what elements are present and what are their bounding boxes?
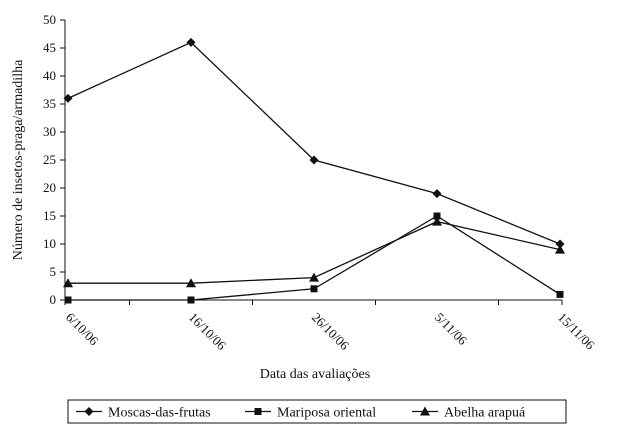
x-axis-title: Data das avaliações: [260, 367, 370, 382]
y-tick-label: 25: [43, 152, 56, 167]
legend-marker: [254, 408, 262, 415]
data-point: [187, 296, 195, 304]
y-axis-title: Número de insetos-praga/armadilha: [11, 59, 26, 260]
legend-marker: [420, 406, 430, 416]
data-point: [433, 212, 441, 220]
data-point: [64, 296, 72, 304]
y-tick-label: 0: [50, 292, 57, 307]
y-tick-label: 15: [43, 208, 56, 223]
y-tick-label: 35: [43, 96, 56, 111]
y-tick-label: 20: [43, 180, 56, 195]
y-tick-label: 30: [43, 124, 56, 139]
y-tick-label: 50: [43, 12, 56, 27]
data-point: [432, 216, 442, 226]
data-point: [63, 93, 73, 103]
data-point: [555, 244, 565, 254]
legend-box: [67, 399, 567, 424]
series-group: [63, 37, 565, 304]
series-line: [67, 41, 561, 245]
x-tick-label: 26/10/06: [309, 310, 353, 354]
y-tick-label: 40: [43, 68, 56, 83]
series-diamond: [63, 37, 565, 249]
legend-label: Abelha arapuá: [444, 406, 526, 421]
y-tick-label: 10: [43, 236, 56, 251]
series-square: [64, 212, 564, 304]
x-tick-label: 15/11/06: [555, 310, 598, 353]
data-point: [556, 290, 564, 298]
data-point: [63, 278, 73, 288]
data-point: [432, 189, 442, 199]
data-point: [186, 278, 196, 288]
legend-marker: [84, 407, 94, 416]
series-triangle: [63, 216, 565, 288]
y-axis: 0 5 10 15 20 25 30 35 40 45 50: [43, 12, 66, 307]
x-tick-label: 6/10/06: [63, 310, 102, 349]
data-point: [309, 155, 319, 165]
legend-label: Moscas-das-frutas: [108, 406, 211, 421]
y-tick-label: 5: [50, 264, 57, 279]
y-tick-label: 45: [43, 40, 56, 55]
x-tick-label: 16/10/06: [186, 310, 230, 354]
data-point: [309, 272, 319, 282]
legend-label: Mariposa oriental: [277, 406, 376, 421]
data-point: [186, 37, 196, 47]
data-point: [555, 239, 565, 249]
x-tick-label: 5/11/06: [432, 310, 471, 349]
x-axis: 6/10/06 16/10/06 26/10/06 5/11/06 15/11/06: [63, 299, 598, 354]
legend: Moscas-das-frutas Mariposa oriental Abelha…: [67, 399, 567, 424]
data-point: [310, 285, 318, 293]
